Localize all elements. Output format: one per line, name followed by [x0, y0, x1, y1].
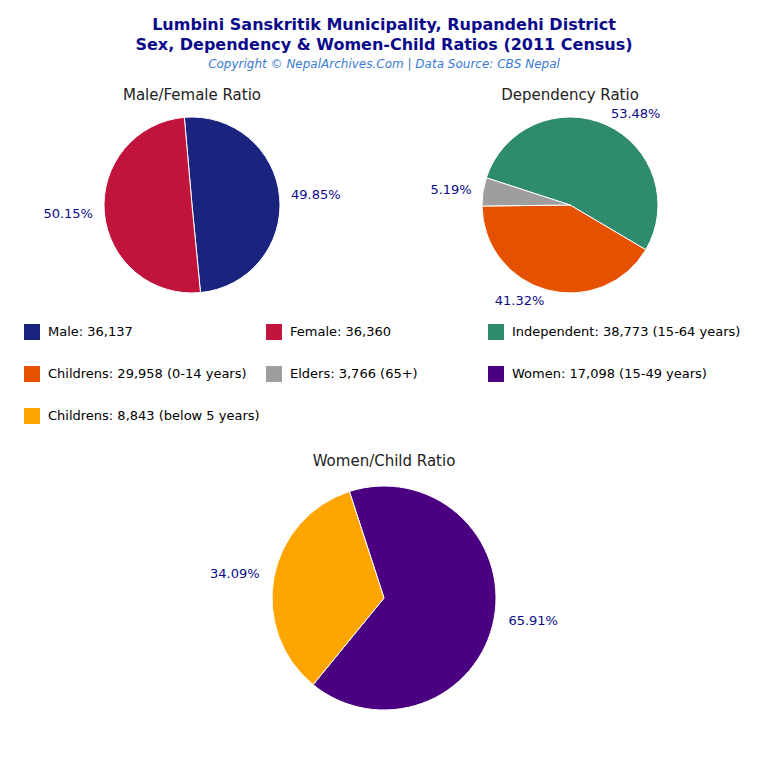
- pie-slice: [482, 205, 646, 293]
- pie-slice: [272, 491, 384, 684]
- slice-label: 49.85%: [291, 187, 341, 202]
- pie-title: Male/Female Ratio: [123, 86, 261, 104]
- pie-slice: [482, 178, 570, 206]
- legend-swatch: [24, 408, 40, 424]
- legend-label: Women: 17,098 (15-49 years): [512, 366, 707, 381]
- pie-title: Women/Child Ratio: [313, 452, 456, 470]
- slice-label: 34.09%: [210, 566, 260, 581]
- background: [0, 0, 768, 768]
- legend-label: Childrens: 8,843 (below 5 years): [48, 408, 260, 423]
- legend-swatch: [488, 366, 504, 382]
- legend-swatch: [24, 366, 40, 382]
- subtitle: Sex, Dependency & Women-Child Ratios (20…: [135, 35, 632, 54]
- legend-label: Elders: 3,766 (65+): [290, 366, 418, 381]
- pie-chart: Male/Female Ratio 49.85% 50.15%: [43, 86, 340, 293]
- legend-swatch: [266, 324, 282, 340]
- legend-swatch: [266, 366, 282, 382]
- legend: Male: 36,137 Female: 36,360 Independent: 3…: [24, 324, 740, 425]
- pie-slice: [184, 117, 280, 293]
- legend-label: Female: 36,360: [290, 324, 391, 339]
- slice-label: 53.48%: [611, 106, 661, 121]
- legend-label: Male: 36,137: [48, 324, 133, 339]
- slice-label: 65.91%: [508, 613, 558, 628]
- slice-label: 5.19%: [430, 182, 471, 197]
- slice-label: 50.15%: [43, 206, 93, 221]
- pie-title: Dependency Ratio: [501, 86, 639, 104]
- slice-label: 41.32%: [495, 293, 545, 308]
- pie-chart: Dependency Ratio 53.48% 41.32% 5.19%: [430, 86, 660, 308]
- legend-label: Childrens: 29,958 (0-14 years): [48, 366, 247, 381]
- legend-swatch: [488, 324, 504, 340]
- main-title: Lumbini Sanskritik Municipality, Rupande…: [152, 15, 616, 34]
- legend-swatch: [24, 324, 40, 340]
- pie-chart: Women/Child Ratio 65.91% 34.09%: [210, 452, 558, 710]
- copyright-note: Copyright © NepalArchives.Com | Data Sou…: [208, 57, 560, 71]
- legend-label: Independent: 38,773 (15-64 years): [512, 324, 740, 339]
- figure: Lumbini Sanskritik Municipality, Rupande…: [0, 0, 768, 768]
- pie-slice: [104, 117, 200, 293]
